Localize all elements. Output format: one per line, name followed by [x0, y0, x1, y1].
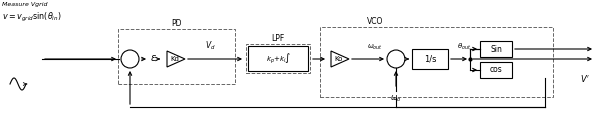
Bar	[320, 27, 553, 97]
Bar	[248, 46, 308, 71]
Text: PD: PD	[171, 19, 182, 28]
Text: $k_p\!+\!k_i\!\int$: $k_p\!+\!k_i\!\int$	[266, 51, 290, 66]
Text: ε: ε	[151, 53, 156, 63]
Bar	[246, 44, 310, 73]
Text: $V_d$: $V_d$	[205, 40, 215, 52]
Text: $v = v_{grid}\sin(\theta_{in})$: $v = v_{grid}\sin(\theta_{in})$	[2, 11, 62, 24]
Bar	[412, 49, 448, 69]
Text: Ko: Ko	[335, 56, 343, 62]
Text: $\omega_{out}$: $\omega_{out}$	[367, 43, 383, 52]
Text: Kd: Kd	[170, 56, 179, 62]
Circle shape	[387, 50, 405, 68]
Text: VCO: VCO	[367, 17, 383, 26]
Text: $V'$: $V'$	[580, 73, 590, 84]
Bar	[480, 41, 512, 57]
Text: LPF: LPF	[271, 34, 284, 43]
Circle shape	[121, 50, 139, 68]
Text: $\theta_{out}$: $\theta_{out}$	[457, 42, 471, 52]
Text: cos: cos	[490, 66, 502, 75]
Bar	[480, 62, 512, 78]
Bar	[118, 29, 235, 84]
Text: 1/s: 1/s	[424, 55, 436, 64]
Polygon shape	[167, 51, 185, 67]
Text: Sin: Sin	[490, 44, 502, 53]
Polygon shape	[331, 51, 349, 67]
Text: Measure Vgrid: Measure Vgrid	[2, 2, 47, 7]
Text: $\omega_o$: $\omega_o$	[390, 93, 402, 104]
